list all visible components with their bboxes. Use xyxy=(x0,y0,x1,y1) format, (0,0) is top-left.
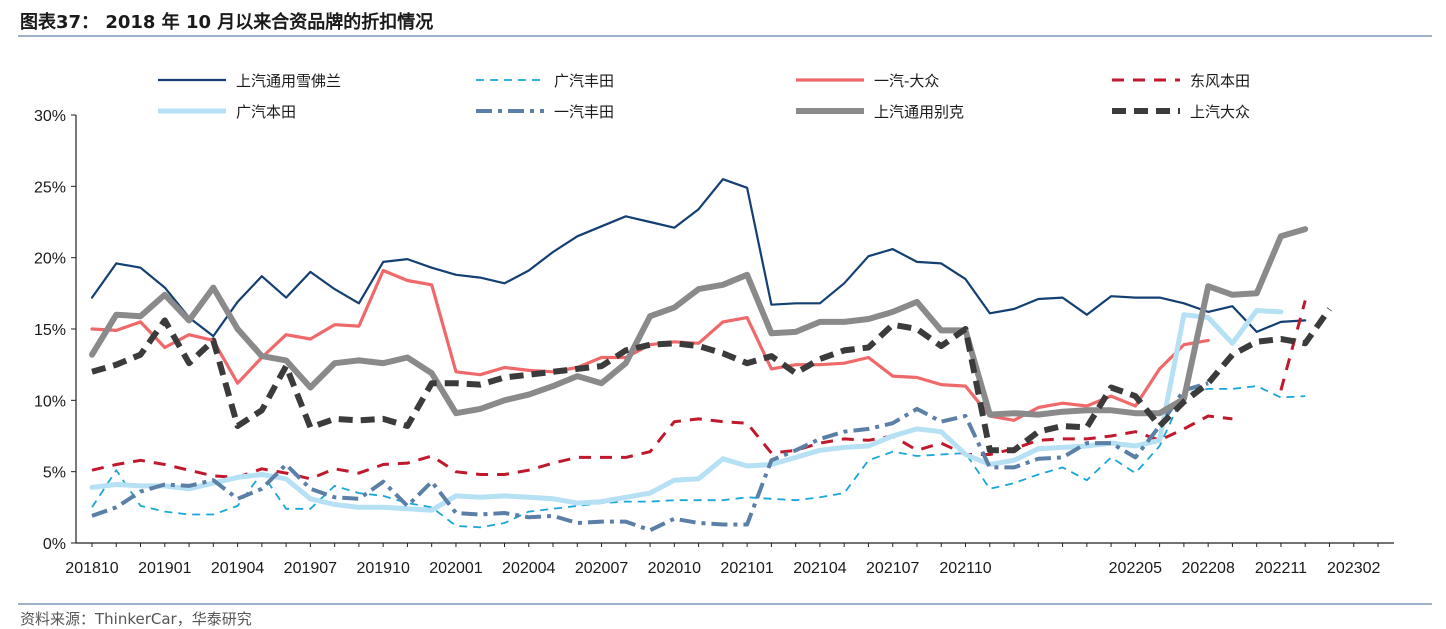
series-line-1 xyxy=(90,178,1307,338)
series-line-5 xyxy=(89,308,1284,513)
series-line-4 xyxy=(91,300,1307,481)
axes: 0% 5% 10% 15% 20% 25% 30% 201810 201901 201904 201… xyxy=(34,108,1394,577)
y-tick-label: 5% xyxy=(43,465,66,482)
legend-label: 广汽丰田 xyxy=(554,72,614,90)
x-tick-label: 201907 xyxy=(284,560,337,577)
x-tick-label: 202104 xyxy=(793,560,846,577)
legend-label: 广汽本田 xyxy=(236,103,296,121)
x-tick-label: 202211 xyxy=(1255,560,1307,577)
title-divider xyxy=(18,35,1432,37)
x-tick-label: 202010 xyxy=(648,560,701,577)
y-tick-label: 30% xyxy=(34,108,66,125)
x-tick-label: 201904 xyxy=(211,560,264,577)
x-tick-label: 202110 xyxy=(939,560,991,577)
x-tick-label: 202107 xyxy=(866,560,919,577)
x-tick-label: 202007 xyxy=(575,560,628,577)
x-tick-label: 201910 xyxy=(356,560,409,577)
x-tick-label: 202004 xyxy=(502,560,555,577)
legend-label: 上汽大众 xyxy=(1190,103,1250,121)
x-tick-label: 201901 xyxy=(138,560,191,577)
y-tick-label: 10% xyxy=(34,393,66,410)
series-line-6 xyxy=(91,381,1209,533)
x-tick-label: 202205 xyxy=(1109,560,1162,577)
chart-title: 图表37： 2018 年 10 月以来合资品牌的折扣情况 xyxy=(20,12,434,33)
series-lines xyxy=(89,178,1332,533)
x-tick-label: 202101 xyxy=(720,560,773,577)
y-tick-label: 0% xyxy=(43,536,66,553)
series-line-2 xyxy=(91,385,1306,529)
x-tick-label: 201810 xyxy=(65,560,118,577)
x-tick-label: 202208 xyxy=(1181,560,1234,577)
legend-label: 一汽-大众 xyxy=(874,72,939,90)
legend-label: 上汽通用别克 xyxy=(874,103,964,121)
y-tick-label: 25% xyxy=(34,179,66,196)
series-line-7 xyxy=(89,226,1309,418)
legend-label: 东风本田 xyxy=(1190,72,1250,90)
y-tick-label: 20% xyxy=(34,251,66,268)
source-note: 资料来源：ThinkerCar，华泰研究 xyxy=(20,610,252,628)
x-tick-label: 202302 xyxy=(1327,560,1380,577)
source-divider xyxy=(18,603,1432,605)
y-tick-label: 15% xyxy=(34,322,66,339)
legend-label: 上汽通用雪佛兰 xyxy=(236,72,341,90)
series-line-3 xyxy=(90,268,1210,422)
legend-label: 一汽丰田 xyxy=(554,103,614,121)
x-tick-label: 202001 xyxy=(429,560,482,577)
series-line-8 xyxy=(91,307,1332,454)
